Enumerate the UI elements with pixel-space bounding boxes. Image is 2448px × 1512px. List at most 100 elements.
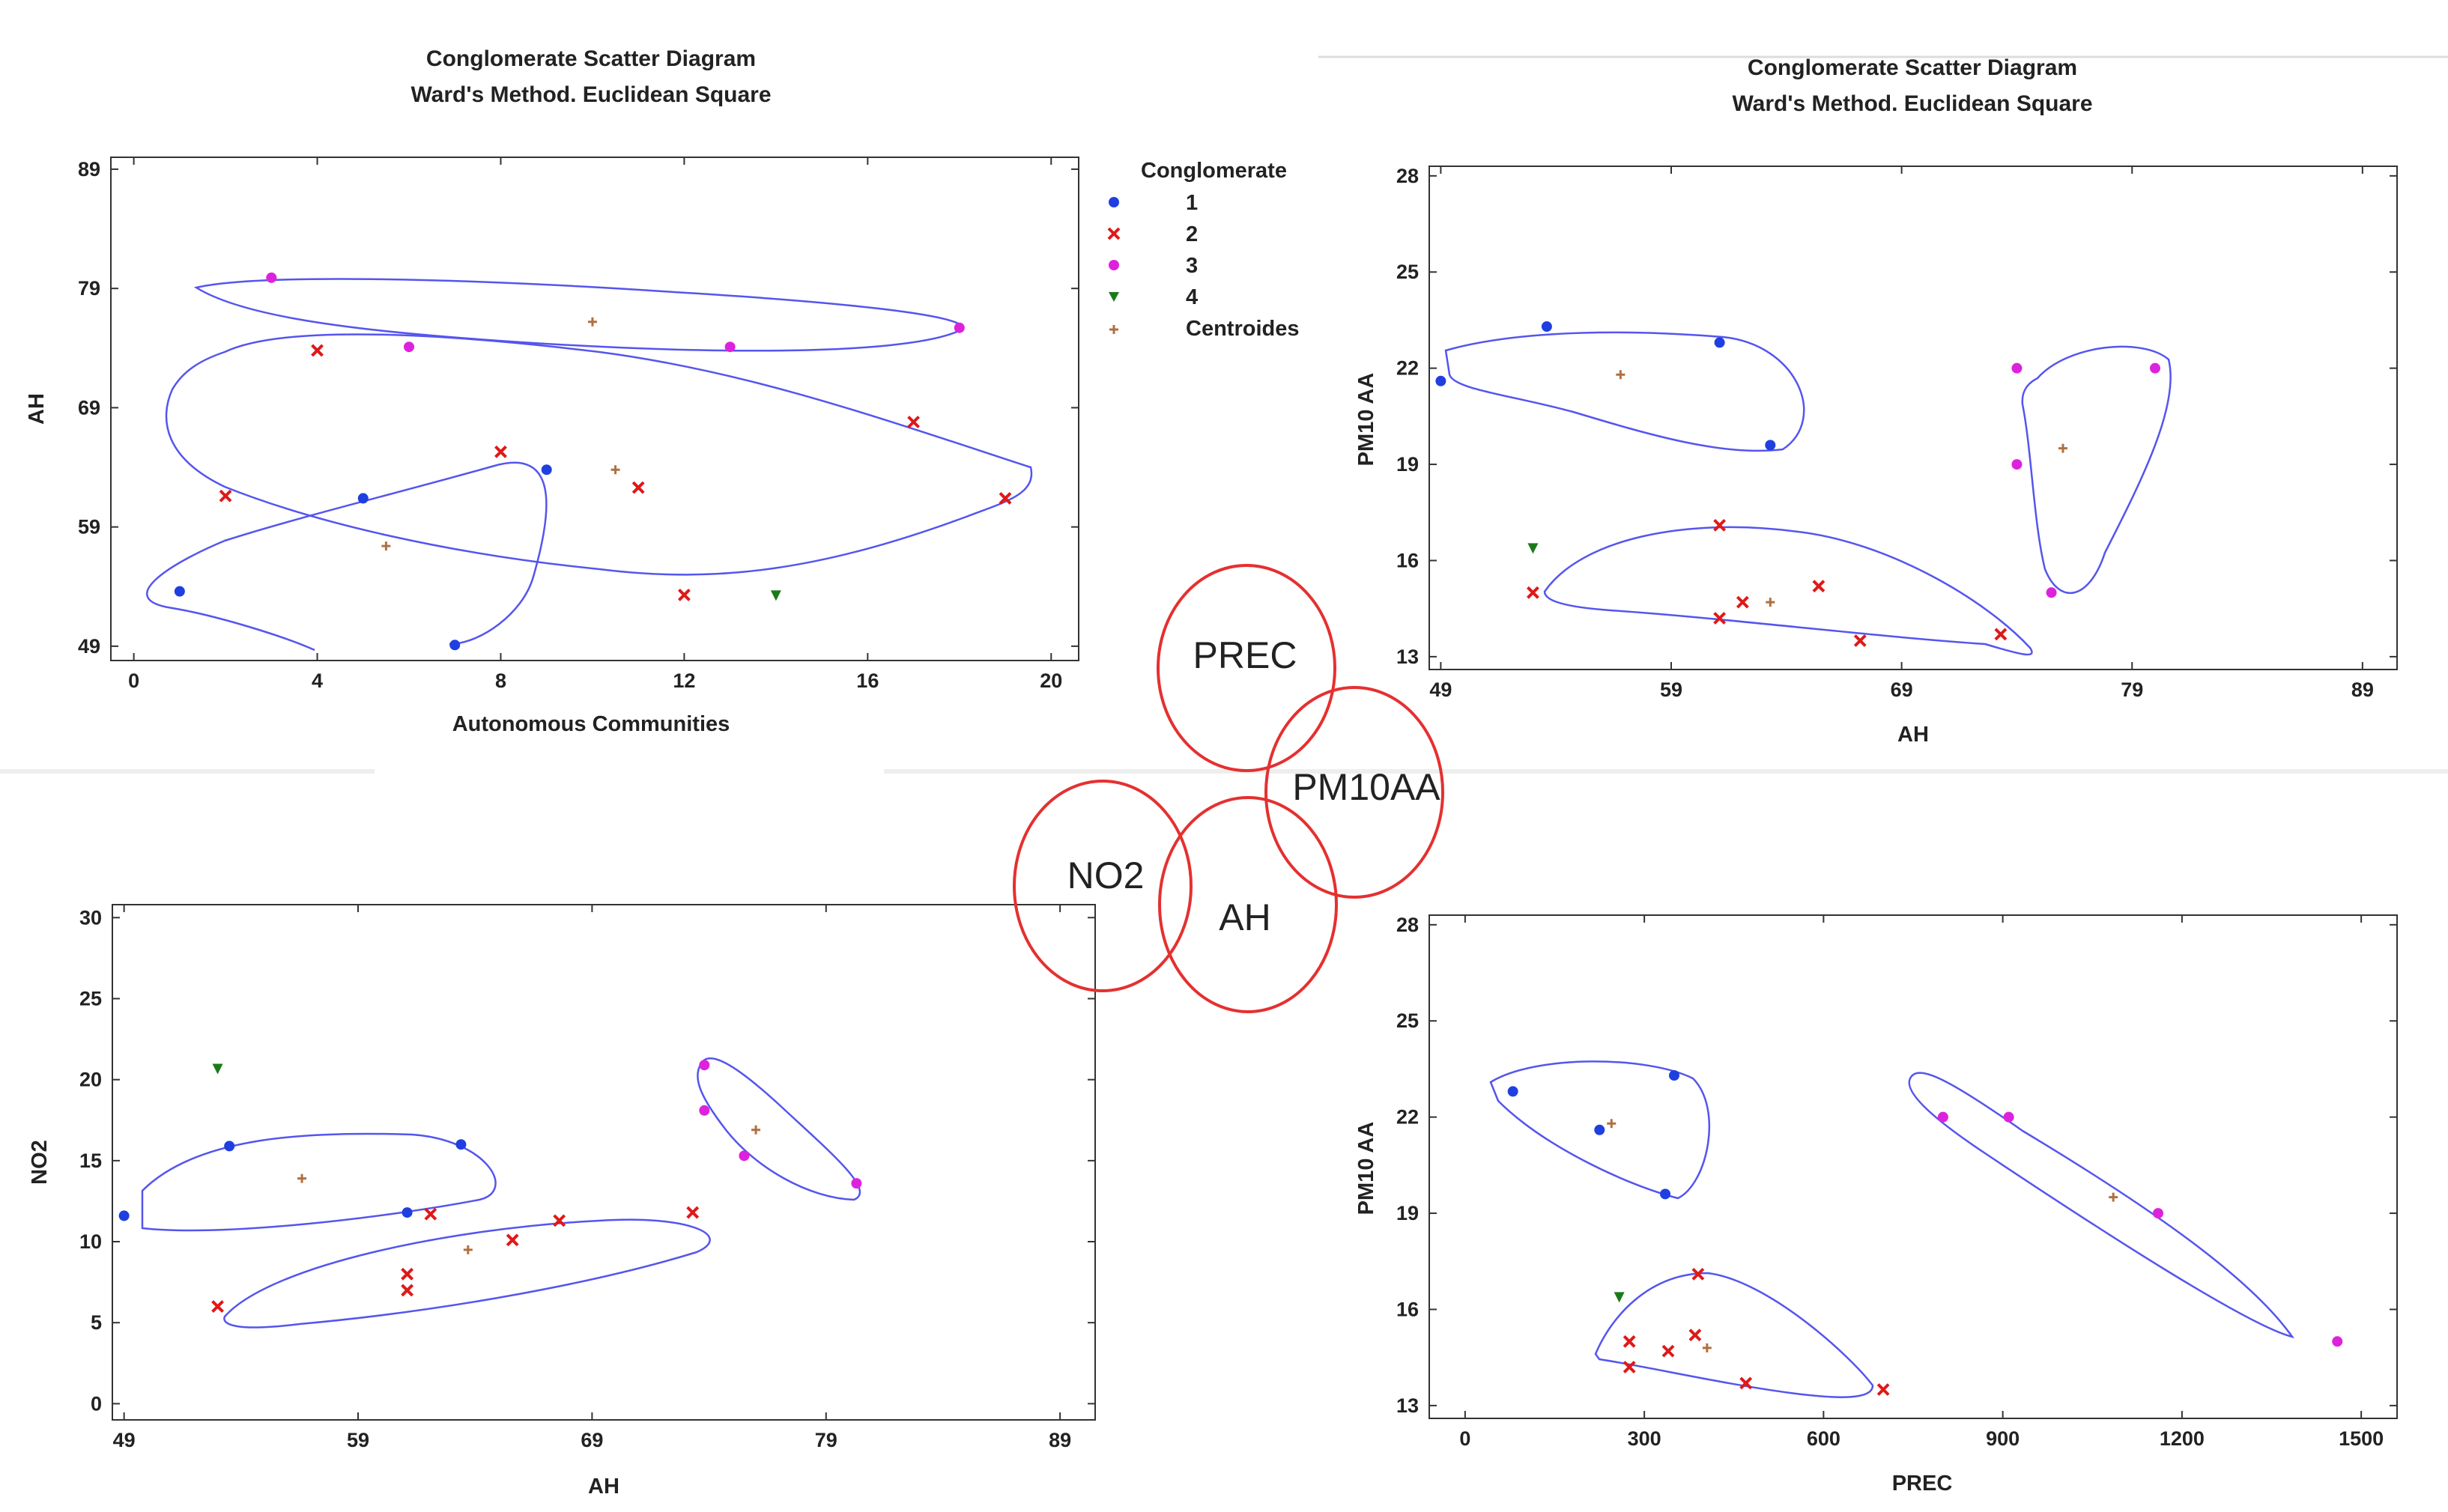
x-tick-label: 69 xyxy=(1891,678,1913,701)
y-tick-label: 0 xyxy=(91,1392,102,1415)
legend-entry-4: 4 xyxy=(1186,285,1198,309)
data-point-cluster-1 xyxy=(1714,337,1725,348)
chart-title: Conglomerate Scatter Diagram xyxy=(1748,55,2077,80)
x-tick-label: 0 xyxy=(1459,1427,1470,1450)
venn-circle-prec xyxy=(1157,564,1336,772)
centroid-point xyxy=(381,541,391,551)
data-point-cluster-3 xyxy=(2332,1336,2343,1347)
data-point-cluster-1 xyxy=(402,1207,413,1218)
data-point-cluster-2 xyxy=(907,416,920,428)
data-point-cluster-1 xyxy=(1541,321,1552,333)
legend-entry-1: 1 xyxy=(1186,191,1198,215)
y-axis-label: PM10 AA xyxy=(1354,1122,1378,1215)
x-tick-label: 59 xyxy=(1660,678,1682,701)
data-point-cluster-1 xyxy=(224,1141,235,1152)
data-point-cluster-4 xyxy=(1614,1292,1625,1303)
data-point-cluster-2 xyxy=(686,1206,700,1219)
x-tick-label: 1200 xyxy=(2160,1427,2205,1450)
data-point-cluster-2 xyxy=(311,344,324,357)
data-point-cluster-4 xyxy=(1527,543,1539,554)
centroid-point xyxy=(463,1245,473,1254)
data-point-cluster-1 xyxy=(1435,375,1446,386)
data-point-cluster-1 xyxy=(1765,440,1776,451)
data-point-cluster-2 xyxy=(401,1267,414,1281)
x-axis-label: Autonomous Communities xyxy=(452,712,730,736)
data-point-cluster-2 xyxy=(506,1233,519,1247)
legend-marker-4 xyxy=(1109,292,1119,302)
y-tick-label: 28 xyxy=(1396,165,1419,187)
plot-frame xyxy=(1428,166,2398,670)
x-tick-label: 8 xyxy=(495,670,506,692)
y-tick-label: 25 xyxy=(1396,1009,1419,1032)
cluster-outline xyxy=(1594,1272,1874,1398)
data-point-cluster-2 xyxy=(1736,595,1749,609)
y-tick-label: 10 xyxy=(79,1230,102,1253)
centroid-point xyxy=(1766,598,1775,607)
y-axis-label: NO2 xyxy=(28,1140,52,1185)
data-point-cluster-2 xyxy=(424,1207,437,1221)
plot-frame xyxy=(1428,914,2398,1419)
data-point-cluster-2 xyxy=(1853,634,1867,647)
cluster-outline xyxy=(165,333,1033,576)
variables-venn-diagram: PREC PM10AA NO2 AH xyxy=(1013,564,1444,1013)
plot-area: 49 59 69 79 89 13 16 19 22 25 28 xyxy=(1396,165,2397,701)
y-tick-label: 59 xyxy=(78,516,100,538)
venn-label-pm10aa: PM10AA xyxy=(1292,766,1440,808)
y-tick-label: 15 xyxy=(79,1150,102,1172)
data-point-cluster-2 xyxy=(1623,1361,1636,1373)
x-tick-label: 89 xyxy=(2351,678,2374,701)
x-axis-label: PREC xyxy=(1892,1472,1953,1496)
centroid-point xyxy=(1607,1119,1617,1129)
y-tick-label: 5 xyxy=(91,1311,102,1334)
data-point-cluster-3 xyxy=(699,1060,710,1071)
data-point-cluster-2 xyxy=(1527,586,1539,599)
x-tick-label: 12 xyxy=(673,670,695,692)
data-point-cluster-4 xyxy=(770,590,781,601)
venn-label-no2: NO2 xyxy=(1067,854,1145,896)
x-axis-label: AH xyxy=(1897,723,1929,747)
data-point-cluster-1 xyxy=(1507,1086,1518,1097)
data-point-cluster-2 xyxy=(553,1214,566,1227)
venn-circle-pm10aa xyxy=(1264,686,1444,899)
y-tick-label: 20 xyxy=(79,1069,102,1091)
data-point-cluster-3 xyxy=(2150,362,2160,374)
venn-circle-no2 xyxy=(1013,780,1193,992)
y-tick-label: 89 xyxy=(78,158,100,180)
legend-marker-centroides xyxy=(1109,325,1118,334)
chart-title: Conglomerate Scatter Diagram xyxy=(426,46,756,71)
plot-frame xyxy=(112,904,1096,1421)
x-tick-label: 49 xyxy=(1429,678,1452,701)
data-point-cluster-2 xyxy=(1713,518,1727,532)
venn-label-prec: PREC xyxy=(1193,634,1297,676)
y-tick-label: 22 xyxy=(1396,357,1419,380)
data-point-cluster-3 xyxy=(1937,1111,1948,1123)
legend-marker-3 xyxy=(1109,260,1119,270)
data-point-cluster-4 xyxy=(212,1063,223,1075)
data-point-cluster-2 xyxy=(1994,628,2008,641)
plot-area: 0 300 600 900 1200 1500 13 16 19 22 25 28 xyxy=(1396,914,2397,1450)
plot-area: 0 4 8 12 16 20 49 59 69 79 89 xyxy=(78,157,1079,692)
cluster-outline xyxy=(193,278,964,352)
chart-pm10aa-vs-ah: Conglomerate Scatter Diagram Ward's Meth… xyxy=(1354,55,2398,747)
x-axis-label: AH xyxy=(588,1475,619,1499)
data-point-cluster-3 xyxy=(699,1105,710,1116)
legend-entry-2: 2 xyxy=(1186,222,1198,246)
y-tick-label: 25 xyxy=(1396,261,1419,283)
data-point-cluster-3 xyxy=(2011,362,2023,374)
cluster-outline xyxy=(141,1132,497,1232)
data-point-cluster-1 xyxy=(357,493,369,504)
data-point-cluster-2 xyxy=(211,1300,224,1313)
cluster-outline xyxy=(146,461,548,652)
x-tick-label: 20 xyxy=(1040,670,1062,692)
cluster-outline xyxy=(697,1057,861,1201)
data-point-cluster-1 xyxy=(118,1210,130,1221)
x-tick-label: 16 xyxy=(856,670,879,692)
centroid-point xyxy=(1616,370,1626,380)
y-axis-label: PM10 AA xyxy=(1354,373,1378,467)
legend-entry-3: 3 xyxy=(1186,254,1198,278)
data-point-cluster-2 xyxy=(677,589,691,601)
data-point-cluster-2 xyxy=(401,1284,414,1297)
y-tick-label: 19 xyxy=(1396,1202,1419,1224)
legend-title: Conglomerate xyxy=(1141,159,1287,183)
y-tick-label: 49 xyxy=(78,635,100,658)
